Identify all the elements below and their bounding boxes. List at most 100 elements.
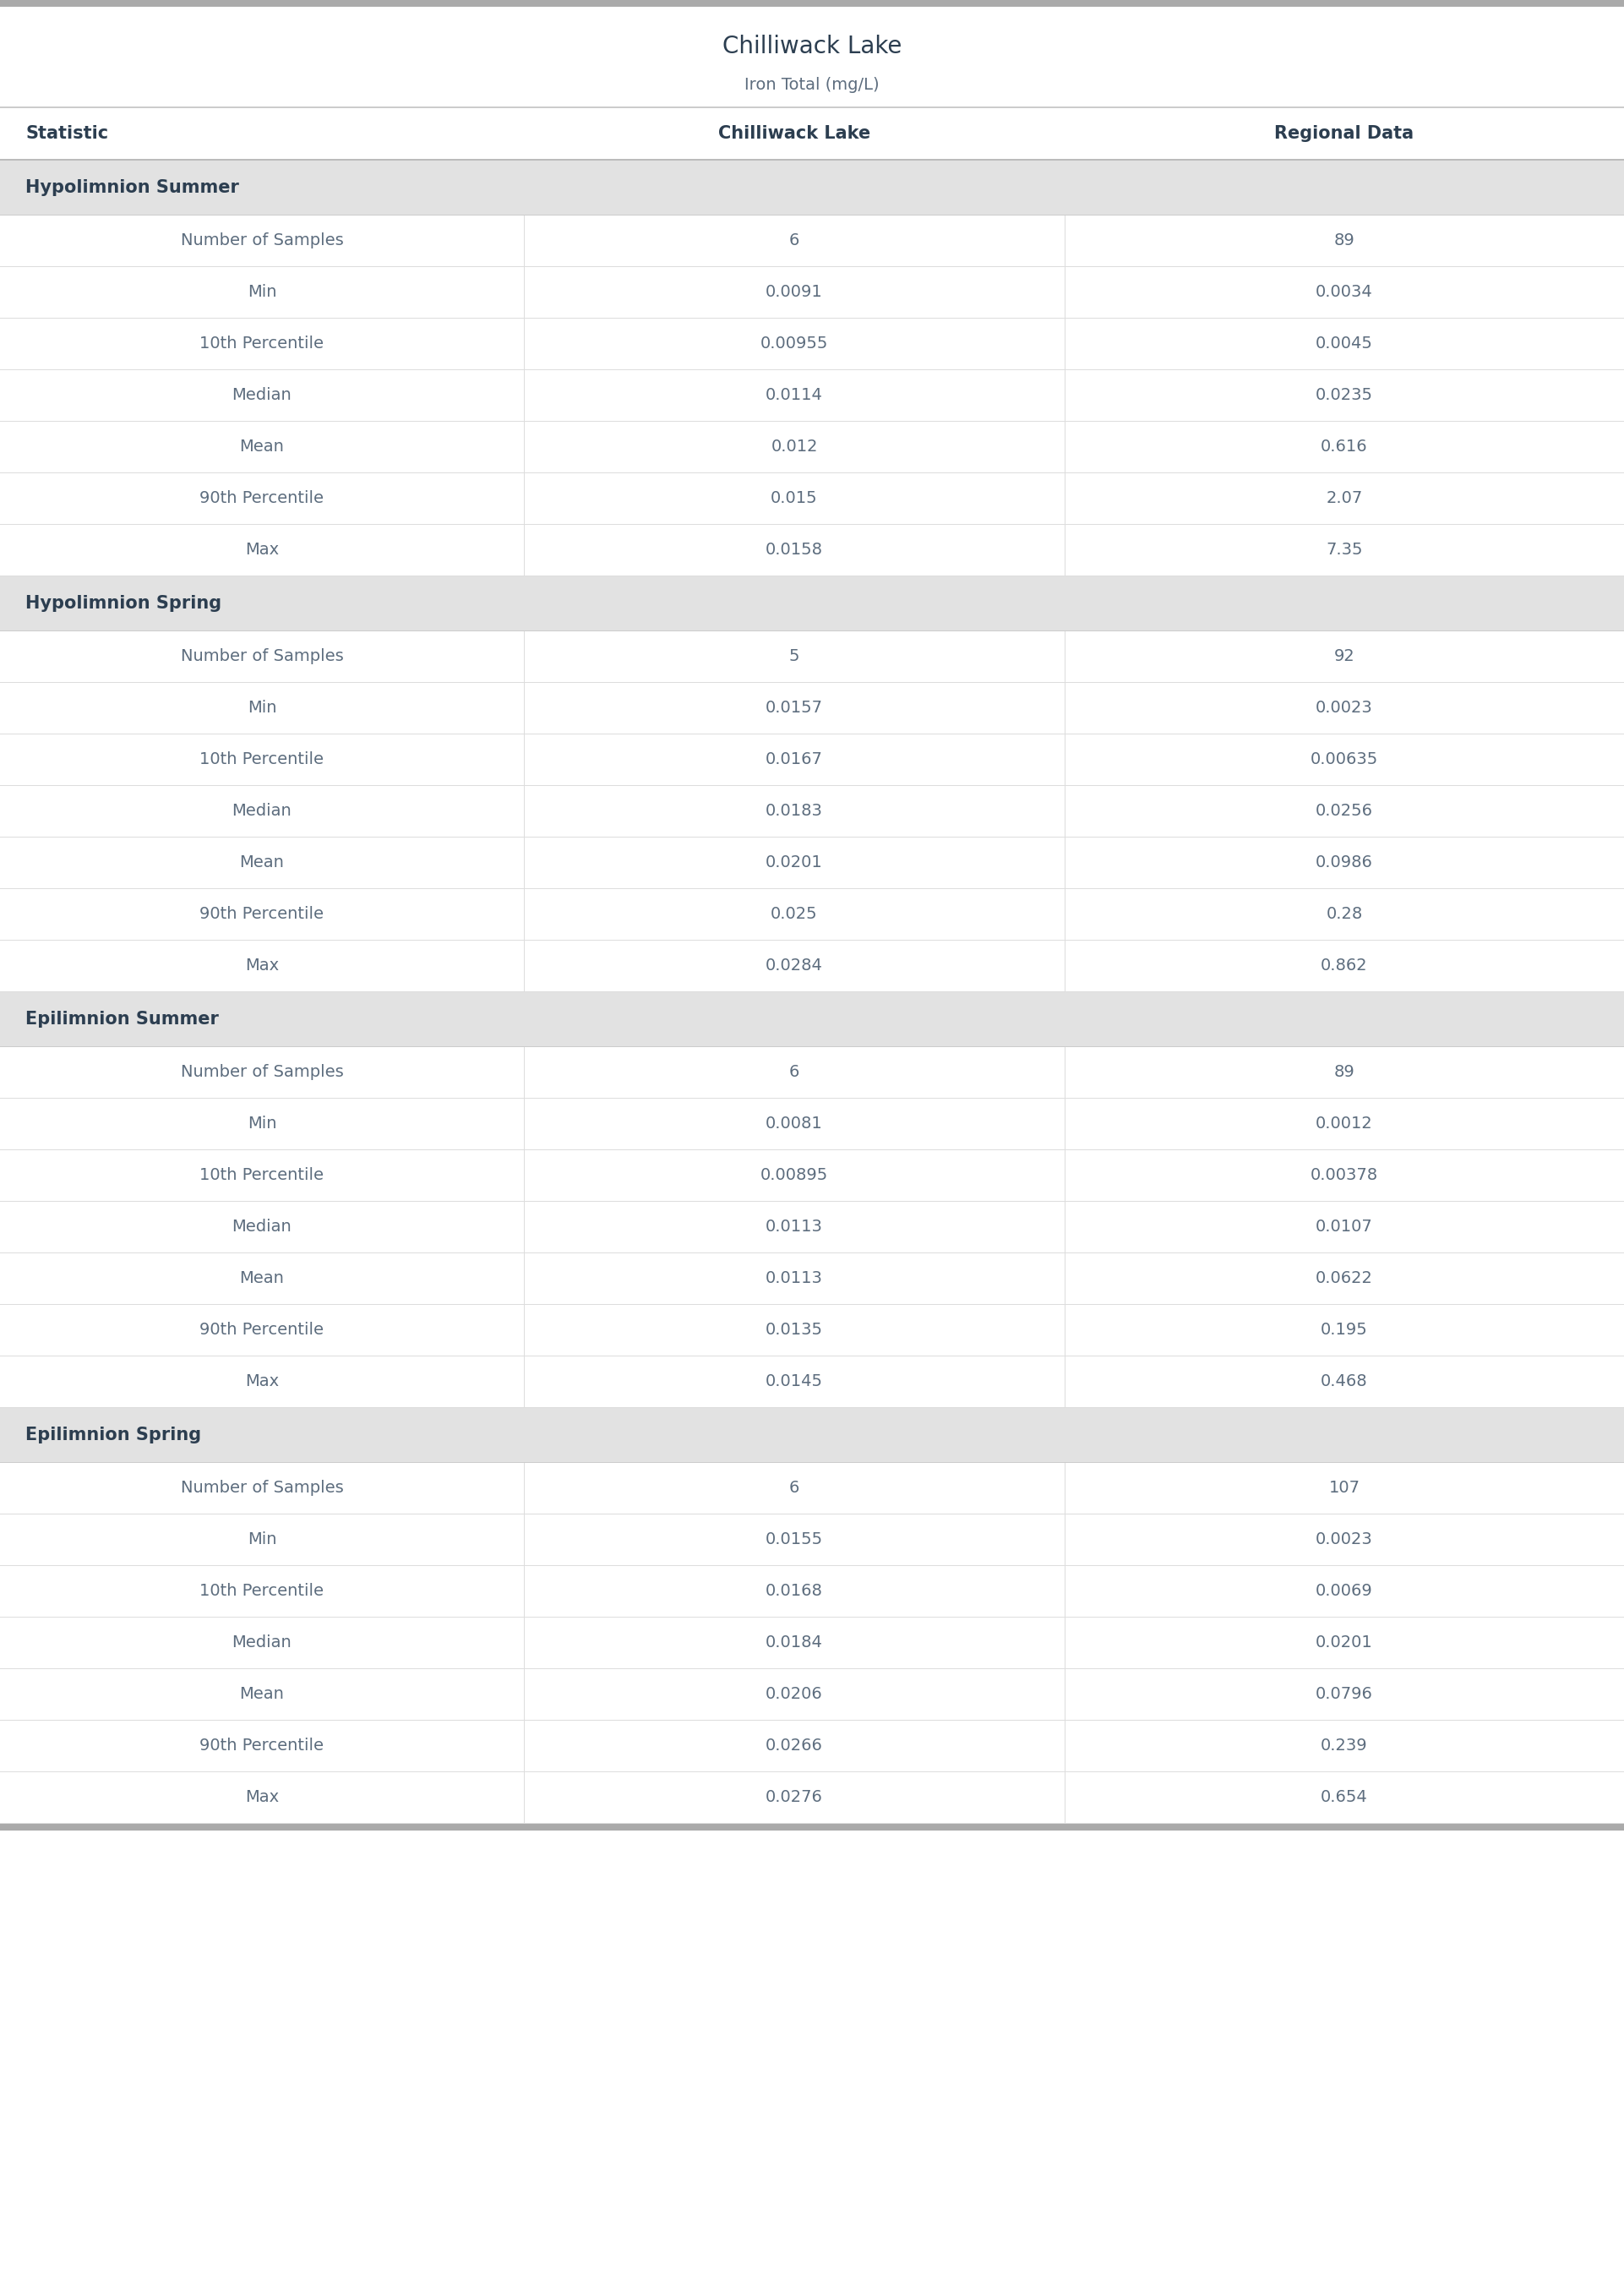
Text: Hypolimnion Spring: Hypolimnion Spring — [26, 595, 221, 611]
Text: 0.28: 0.28 — [1327, 906, 1363, 922]
Text: 0.00955: 0.00955 — [760, 336, 828, 352]
Text: Min: Min — [247, 699, 276, 715]
Bar — [0, 733, 1624, 785]
Text: 6: 6 — [789, 1065, 799, 1081]
Text: Statistic: Statistic — [26, 125, 109, 143]
Bar — [0, 838, 1624, 888]
Text: Min: Min — [247, 284, 276, 300]
Bar — [0, 631, 1624, 681]
Text: 0.0145: 0.0145 — [765, 1373, 823, 1389]
Text: Mean: Mean — [240, 1271, 284, 1287]
Text: 0.0201: 0.0201 — [1315, 1634, 1372, 1650]
Text: 0.025: 0.025 — [771, 906, 818, 922]
Text: 0.0091: 0.0091 — [765, 284, 823, 300]
Text: 0.0622: 0.0622 — [1315, 1271, 1372, 1287]
Text: 90th Percentile: 90th Percentile — [200, 1737, 325, 1755]
Text: 89: 89 — [1333, 232, 1354, 247]
Text: 0.616: 0.616 — [1320, 438, 1367, 454]
Text: 92: 92 — [1333, 649, 1354, 665]
Bar — [0, 1462, 1624, 1514]
Bar — [0, 1305, 1624, 1355]
Bar — [0, 422, 1624, 472]
Text: 0.862: 0.862 — [1320, 958, 1367, 974]
Bar — [0, 1514, 1624, 1564]
Bar — [0, 216, 1624, 266]
Text: 2.07: 2.07 — [1327, 490, 1363, 506]
Text: 90th Percentile: 90th Percentile — [200, 906, 325, 922]
Text: 0.654: 0.654 — [1320, 1789, 1367, 1805]
Bar — [0, 472, 1624, 524]
Text: Number of Samples: Number of Samples — [180, 1065, 343, 1081]
Text: Chilliwack Lake: Chilliwack Lake — [723, 34, 901, 59]
Text: 0.0158: 0.0158 — [765, 543, 823, 558]
Text: 0.0081: 0.0081 — [765, 1115, 823, 1133]
Text: Median: Median — [232, 804, 292, 819]
Bar — [0, 266, 1624, 318]
Bar — [0, 1823, 1624, 1830]
Bar — [0, 785, 1624, 835]
Text: 0.015: 0.015 — [771, 490, 818, 506]
Bar — [0, 683, 1624, 733]
Bar — [0, 1355, 1624, 1407]
Text: Mean: Mean — [240, 1687, 284, 1702]
Bar — [0, 1151, 1624, 1201]
Text: Regional Data: Regional Data — [1275, 125, 1415, 143]
Bar — [0, 992, 1624, 1046]
Text: 0.012: 0.012 — [771, 438, 818, 454]
Bar — [0, 524, 1624, 574]
Text: Hypolimnion Summer: Hypolimnion Summer — [26, 179, 239, 195]
Text: 6: 6 — [789, 232, 799, 247]
Text: Max: Max — [245, 1373, 279, 1389]
Text: 0.0069: 0.0069 — [1315, 1582, 1372, 1598]
Text: 0.0183: 0.0183 — [765, 804, 823, 819]
Text: 0.0276: 0.0276 — [765, 1789, 823, 1805]
Text: 90th Percentile: 90th Percentile — [200, 490, 325, 506]
Text: Max: Max — [245, 1789, 279, 1805]
Text: 6: 6 — [789, 1480, 799, 1496]
Text: 0.0034: 0.0034 — [1315, 284, 1372, 300]
Text: 0.0155: 0.0155 — [765, 1532, 823, 1548]
Text: 0.0796: 0.0796 — [1315, 1687, 1372, 1702]
Text: Min: Min — [247, 1532, 276, 1548]
Bar — [0, 1201, 1624, 1253]
Text: 0.239: 0.239 — [1320, 1737, 1367, 1755]
Text: 0.0135: 0.0135 — [765, 1321, 823, 1337]
Text: 0.00635: 0.00635 — [1311, 751, 1379, 767]
Text: 107: 107 — [1328, 1480, 1359, 1496]
Text: Epilimnion Summer: Epilimnion Summer — [26, 1010, 219, 1028]
Text: 10th Percentile: 10th Percentile — [200, 336, 325, 352]
Bar — [0, 0, 1624, 7]
Bar — [0, 1616, 1624, 1668]
Text: 0.0986: 0.0986 — [1315, 854, 1372, 869]
Text: 0.0023: 0.0023 — [1315, 699, 1372, 715]
Text: Median: Median — [232, 1634, 292, 1650]
Text: 0.0184: 0.0184 — [765, 1634, 823, 1650]
Bar — [0, 370, 1624, 420]
Text: Number of Samples: Number of Samples — [180, 1480, 343, 1496]
Text: 0.0201: 0.0201 — [765, 854, 823, 869]
Text: 10th Percentile: 10th Percentile — [200, 751, 325, 767]
Text: Max: Max — [245, 543, 279, 558]
Bar — [0, 1407, 1624, 1462]
Text: 89: 89 — [1333, 1065, 1354, 1081]
Text: 0.0168: 0.0168 — [765, 1582, 823, 1598]
Text: 0.0113: 0.0113 — [765, 1271, 823, 1287]
Bar — [0, 161, 1624, 213]
Bar — [0, 1253, 1624, 1303]
Text: Median: Median — [232, 388, 292, 404]
Text: 0.0113: 0.0113 — [765, 1219, 823, 1235]
Text: Number of Samples: Number of Samples — [180, 649, 343, 665]
Text: Chilliwack Lake: Chilliwack Lake — [718, 125, 870, 143]
Text: 0.0206: 0.0206 — [765, 1687, 823, 1702]
Text: Mean: Mean — [240, 438, 284, 454]
Text: 0.0284: 0.0284 — [765, 958, 823, 974]
Bar — [0, 1721, 1624, 1771]
Bar — [0, 1046, 1624, 1096]
Text: Epilimnion Spring: Epilimnion Spring — [26, 1426, 201, 1444]
Text: Median: Median — [232, 1219, 292, 1235]
Text: 10th Percentile: 10th Percentile — [200, 1167, 325, 1183]
Bar — [0, 1668, 1624, 1718]
Text: 0.00895: 0.00895 — [760, 1167, 828, 1183]
Bar — [0, 318, 1624, 370]
Text: 0.0107: 0.0107 — [1315, 1219, 1372, 1235]
